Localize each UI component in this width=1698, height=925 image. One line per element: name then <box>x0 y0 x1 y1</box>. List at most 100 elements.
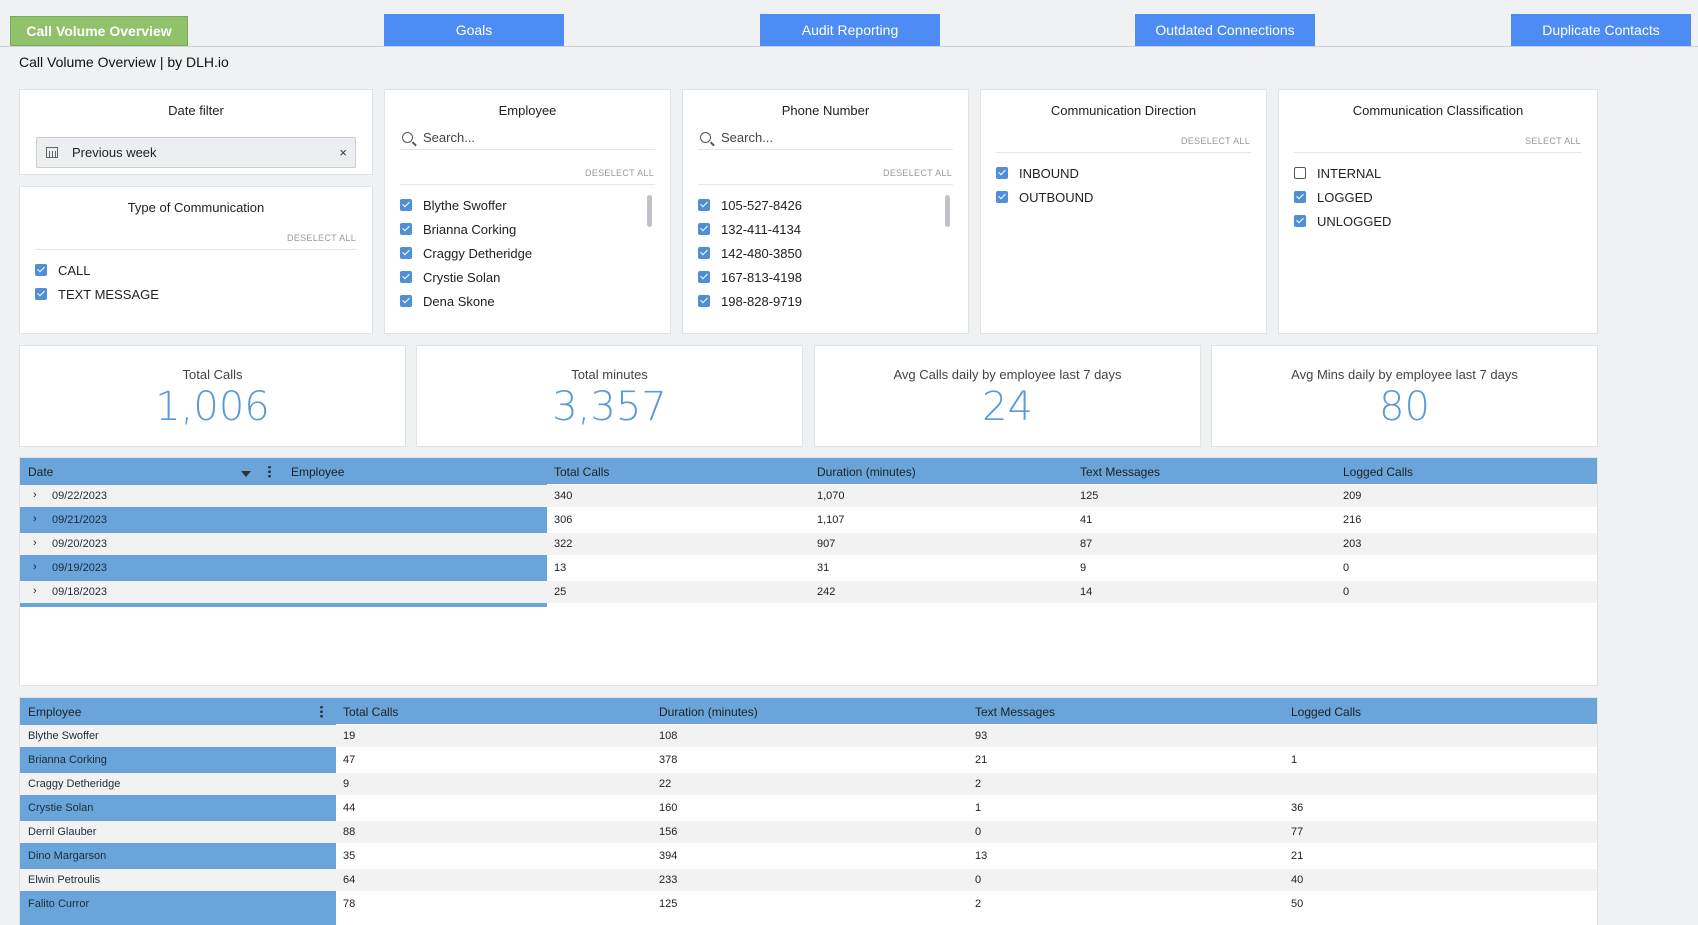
employee-search[interactable]: Search... <box>400 126 655 150</box>
list-item[interactable]: 105-527-8426 <box>698 193 802 217</box>
tab-call-volume-overview[interactable]: Call Volume Overview <box>10 16 188 46</box>
select-all-button[interactable]: SELECT ALL <box>1525 136 1581 146</box>
col-employee[interactable]: Employee <box>28 705 82 719</box>
scrollbar-thumb[interactable] <box>647 195 652 227</box>
checkbox-checked-icon[interactable] <box>1294 191 1306 203</box>
chevron-right-icon[interactable]: › <box>33 537 37 549</box>
option-call[interactable]: CALL <box>35 258 159 282</box>
list-item[interactable]: 132-411-4134 <box>698 217 802 241</box>
option-inbound[interactable]: INBOUND <box>996 161 1093 185</box>
sort-desc-icon[interactable] <box>241 471 251 477</box>
checkbox-checked-icon[interactable] <box>400 295 412 307</box>
kpi-value: 1,006 <box>155 384 270 430</box>
checkbox-checked-icon[interactable] <box>698 247 710 259</box>
tab-goals[interactable]: Goals <box>384 14 564 46</box>
more-options-icon[interactable] <box>268 465 271 478</box>
option-outbound[interactable]: OUTBOUND <box>996 185 1093 209</box>
list-item[interactable]: Dena Skone <box>400 289 532 313</box>
tab-audit-reporting[interactable]: Audit Reporting <box>760 14 940 46</box>
col-text-messages[interactable]: Text Messages <box>975 705 1056 719</box>
table-row[interactable]: › 09/22/2023 340 1,070 125 209 <box>20 485 1597 507</box>
checkbox-checked-icon[interactable] <box>400 271 412 283</box>
list-item[interactable]: Brianna Corking <box>400 217 532 241</box>
page-title: Call Volume Overview | by DLH.io <box>19 54 229 70</box>
list-item[interactable]: 142-480-3850 <box>698 241 802 265</box>
checkbox-checked-icon[interactable] <box>1294 215 1306 227</box>
list-item[interactable]: Crystie Solan <box>400 265 532 289</box>
table-row[interactable]: Dino Margarson 35 394 13 21 <box>28 850 1304 862</box>
checkbox-checked-icon[interactable] <box>996 167 1008 179</box>
option-text-message[interactable]: TEXT MESSAGE <box>35 282 159 306</box>
tab-outdated-connections[interactable]: Outdated Connections <box>1135 14 1315 46</box>
table-row[interactable]: Elwin Petroulis 64 233 0 40 <box>20 869 1597 891</box>
kpi-avg-calls: Avg Calls daily by employee last 7 days … <box>814 345 1201 447</box>
checkbox-checked-icon[interactable] <box>400 223 412 235</box>
clear-icon[interactable]: × <box>339 145 347 160</box>
table-row[interactable]: › 09/20/2023 322 907 87 203 <box>20 533 1597 555</box>
table-row[interactable]: › 09/18/2023 25 242 14 0 <box>20 581 1597 603</box>
tab-duplicate-contacts[interactable]: Duplicate Contacts <box>1511 14 1691 46</box>
table-row[interactable]: Craggy Detheridge 9 22 2 <box>20 773 1597 795</box>
classification-list: INTERNAL LOGGED UNLOGGED <box>1294 161 1391 233</box>
phone-filter-card: Phone Number Search... DESELECT ALL 105-… <box>682 89 969 334</box>
kpi-avg-mins: Avg Mins daily by employee last 7 days 8… <box>1211 345 1598 447</box>
list-item[interactable]: 198-828-9719 <box>698 289 802 313</box>
list-item[interactable]: 167-813-4198 <box>698 265 802 289</box>
divider <box>698 184 953 185</box>
chevron-right-icon[interactable]: › <box>33 585 37 597</box>
table-row[interactable]: Brianna Corking 47 378 21 1 <box>28 754 1298 766</box>
phone-search[interactable]: Search... <box>698 126 953 150</box>
col-total-calls[interactable]: Total Calls <box>554 465 610 479</box>
scrollbar-thumb[interactable] <box>945 195 950 227</box>
col-text-messages[interactable]: Text Messages <box>1080 465 1161 479</box>
option-logged[interactable]: LOGGED <box>1294 185 1391 209</box>
phone-filter-title: Phone Number <box>781 103 870 118</box>
table-row[interactable]: Derril Glauber 88 156 0 77 <box>20 821 1597 843</box>
checkbox-checked-icon[interactable] <box>996 191 1008 203</box>
table-row[interactable]: Crystie Solan 44 160 1 36 <box>28 802 1304 814</box>
table-row[interactable]: › 09/21/2023 306 1,107 41 216 <box>33 513 1362 526</box>
deselect-all-button[interactable]: DESELECT ALL <box>585 168 654 178</box>
option-unlogged[interactable]: UNLOGGED <box>1294 209 1391 233</box>
col-total-calls[interactable]: Total Calls <box>343 705 399 719</box>
table-row[interactable]: Falito Curror 78 125 2 50 <box>28 898 1304 910</box>
col-duration[interactable]: Duration (minutes) <box>817 465 916 479</box>
chevron-right-icon[interactable]: › <box>33 513 37 525</box>
checkbox-unchecked-icon[interactable] <box>1294 167 1306 179</box>
checkbox-checked-icon[interactable] <box>698 199 710 211</box>
table-header: Date Employee Total Calls Duration (minu… <box>20 458 1597 484</box>
checkbox-checked-icon[interactable] <box>698 295 710 307</box>
table-row[interactable]: Blythe Swoffer 19 108 93 <box>20 725 1597 747</box>
col-duration[interactable]: Duration (minutes) <box>659 705 758 719</box>
col-logged-calls[interactable]: Logged Calls <box>1343 465 1414 479</box>
date-filter-input[interactable]: Previous week × <box>36 137 356 168</box>
direction-filter-card: Communication Direction DESELECT ALL INB… <box>980 89 1267 334</box>
list-item[interactable]: Blythe Swoffer <box>400 193 532 217</box>
col-logged-calls[interactable]: Logged Calls <box>1291 705 1362 719</box>
checkbox-checked-icon[interactable] <box>400 199 412 211</box>
phone-list: 105-527-8426 132-411-4134 142-480-3850 1… <box>698 193 802 313</box>
more-options-icon[interactable] <box>320 705 323 718</box>
phone-search-placeholder: Search... <box>721 130 774 145</box>
checkbox-checked-icon[interactable] <box>698 223 710 235</box>
list-item[interactable]: Craggy Detheridge <box>400 241 532 265</box>
kpi-value: 24 <box>982 384 1033 430</box>
search-icon <box>700 132 711 143</box>
kpi-title: Avg Mins daily by employee last 7 days <box>1291 367 1518 382</box>
search-icon <box>402 132 413 143</box>
col-employee[interactable]: Employee <box>291 465 345 479</box>
checkbox-checked-icon[interactable] <box>698 271 710 283</box>
deselect-all-button[interactable]: DESELECT ALL <box>287 233 356 243</box>
checkbox-checked-icon[interactable] <box>35 264 47 276</box>
checkbox-checked-icon[interactable] <box>35 288 47 300</box>
kpi-total-calls: Total Calls 1,006 <box>19 345 406 447</box>
deselect-all-button[interactable]: DESELECT ALL <box>883 168 952 178</box>
option-internal[interactable]: INTERNAL <box>1294 161 1391 185</box>
deselect-all-button[interactable]: DESELECT ALL <box>1181 136 1250 146</box>
checkbox-checked-icon[interactable] <box>400 247 412 259</box>
chevron-right-icon[interactable]: › <box>33 489 37 501</box>
col-date[interactable]: Date <box>28 465 54 479</box>
chevron-right-icon[interactable]: › <box>33 561 37 573</box>
table-row[interactable]: › 09/19/2023 13 31 9 0 <box>33 561 1350 574</box>
employee-search-placeholder: Search... <box>423 130 476 145</box>
